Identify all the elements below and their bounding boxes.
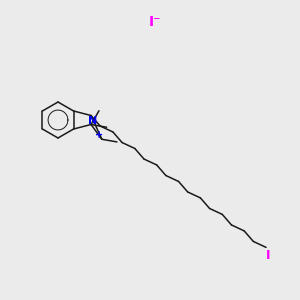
Text: I: I xyxy=(266,249,270,262)
Text: I⁻: I⁻ xyxy=(149,15,161,29)
Text: N: N xyxy=(88,116,98,125)
Text: +: + xyxy=(95,130,103,140)
